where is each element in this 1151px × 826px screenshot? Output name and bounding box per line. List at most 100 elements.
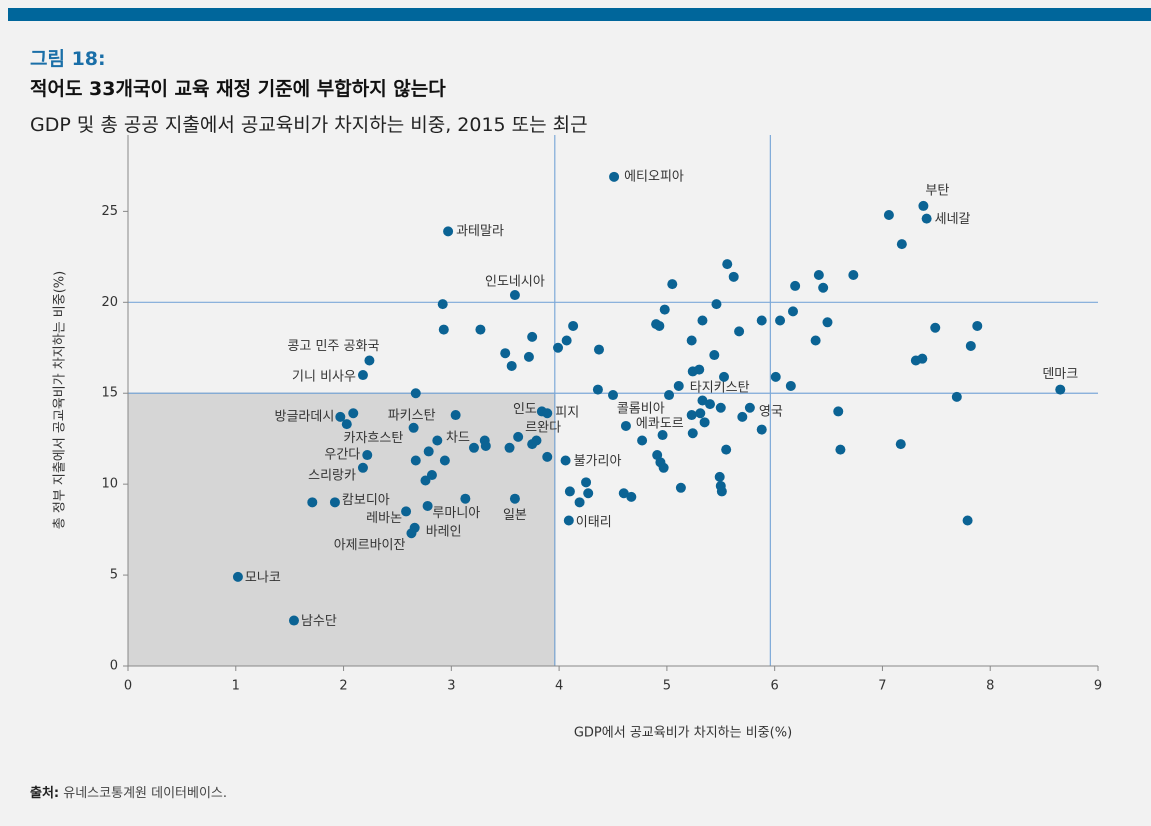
y-tick-label: 20: [101, 295, 118, 310]
data-point: [450, 410, 461, 421]
data-point: [506, 360, 517, 371]
data-point: [719, 371, 730, 382]
data-point: [756, 424, 767, 435]
point-label: 에콰도르: [636, 416, 684, 431]
data-point: [686, 410, 697, 421]
data-point: [848, 270, 859, 281]
data-point: [695, 408, 706, 419]
data-point: [756, 315, 767, 326]
data-point: [711, 299, 722, 310]
data-point: [833, 406, 844, 417]
y-tick-label: 0: [110, 659, 118, 674]
data-point: [581, 477, 592, 488]
data-point: [357, 370, 368, 381]
data-point: [348, 408, 359, 419]
data-point: [818, 282, 829, 293]
data-point: [714, 471, 725, 482]
data-point: [509, 290, 520, 301]
point-label: 캄보디아: [342, 493, 390, 508]
data-point: [574, 497, 585, 508]
figure-label: 그림 18:: [30, 48, 106, 70]
point-label: 루마니아: [432, 506, 480, 521]
y-tick-label: 10: [101, 477, 118, 492]
data-point: [527, 331, 538, 342]
point-label: 아제르바이잔: [334, 538, 406, 553]
point-label: 세네갈: [935, 212, 971, 227]
x-tick-label: 7: [878, 679, 886, 694]
data-point: [561, 335, 572, 346]
y-tick-label: 25: [101, 204, 118, 219]
data-point: [787, 306, 798, 317]
point-label: 불가리아: [574, 454, 622, 469]
point-label: 이태리: [576, 515, 612, 530]
data-point: [675, 482, 686, 493]
data-point: [410, 388, 421, 399]
data-point: [716, 486, 727, 497]
x-tick-label: 8: [986, 679, 994, 694]
data-point: [542, 451, 553, 462]
point-label: 바레인: [426, 524, 462, 539]
point-label: 콩고 민주 공화국: [287, 339, 379, 354]
data-point: [822, 317, 833, 328]
data-point: [439, 455, 450, 466]
point-label: 남수단: [301, 614, 337, 629]
point-label: 일본: [503, 508, 527, 523]
data-point: [460, 493, 471, 504]
data-point: [883, 210, 894, 221]
point-label: 방글라데시: [275, 409, 335, 424]
data-point: [523, 351, 534, 362]
data-point: [697, 315, 708, 326]
data-point: [699, 417, 710, 428]
x-tick-label: 5: [663, 679, 671, 694]
data-point: [560, 455, 571, 466]
point-label: 부탄: [925, 183, 949, 198]
data-point: [673, 380, 684, 391]
data-point: [686, 335, 697, 346]
data-point: [410, 455, 421, 466]
data-point: [715, 402, 726, 413]
data-point: [896, 239, 907, 250]
data-point: [335, 411, 346, 422]
data-point: [542, 408, 553, 419]
data-point: [657, 430, 668, 441]
data-point: [785, 380, 796, 391]
point-label: 레바논: [366, 511, 402, 526]
data-point: [593, 344, 604, 355]
data-point: [734, 326, 745, 337]
data-point: [917, 353, 928, 364]
data-point: [564, 486, 575, 497]
data-point: [364, 355, 375, 366]
point-label: 우간다: [324, 448, 360, 463]
data-point: [468, 442, 479, 453]
chart-title: 적어도 33개국이 교육 재정 기준에 부합하지 않는다: [30, 78, 446, 100]
data-point: [568, 320, 579, 331]
data-point: [921, 213, 932, 224]
data-point: [930, 322, 941, 333]
data-point: [504, 442, 515, 453]
point-label: 르완다: [525, 421, 561, 436]
point-label: 영국: [759, 404, 783, 419]
data-point: [744, 402, 755, 413]
x-tick-label: 3: [447, 679, 455, 694]
data-point: [422, 500, 433, 511]
data-point: [513, 431, 524, 442]
data-point: [432, 435, 443, 446]
data-point: [637, 435, 648, 446]
x-tick-label: 1: [232, 679, 240, 694]
point-label: 차드: [446, 430, 470, 445]
data-point: [609, 171, 620, 182]
data-point: [329, 497, 340, 508]
data-point: [500, 348, 511, 359]
data-point: [357, 462, 368, 473]
data-point: [307, 497, 318, 508]
data-point: [626, 491, 637, 502]
data-point: [667, 279, 678, 290]
point-label: 콜롬비아: [617, 402, 665, 417]
data-point: [408, 422, 419, 433]
data-point: [288, 615, 299, 626]
point-label: 과테말라: [456, 224, 504, 239]
x-tick-label: 9: [1094, 679, 1102, 694]
data-point: [362, 450, 373, 461]
